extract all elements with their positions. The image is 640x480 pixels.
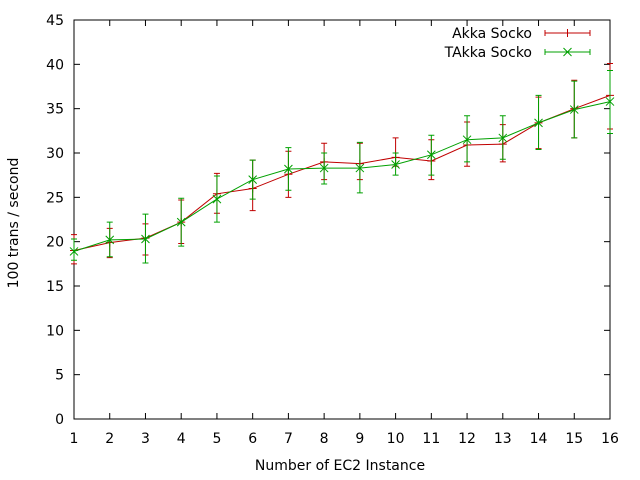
- y-tick-label: 10: [46, 323, 64, 339]
- data-point-takka-socko: [569, 105, 579, 114]
- legend-marker: [563, 47, 572, 57]
- data-point-takka-socko: [534, 118, 543, 128]
- x-tick-label: 15: [565, 431, 583, 447]
- data-point-takka-socko: [355, 163, 365, 173]
- data-point-takka-socko: [605, 97, 615, 106]
- series-layer: [69, 62, 615, 265]
- data-point-takka-socko: [462, 135, 472, 145]
- x-tick-label: 1: [70, 431, 79, 447]
- x-tick-label: 9: [355, 431, 364, 447]
- data-point-takka-socko: [426, 150, 436, 160]
- x-tick-label: 12: [458, 431, 476, 447]
- data-point-takka-socko: [391, 160, 400, 169]
- y-tick-label: 5: [55, 368, 64, 384]
- x-tick-label: 4: [177, 431, 186, 447]
- y-tick-label: 40: [46, 57, 64, 73]
- data-point-takka-socko: [284, 164, 293, 174]
- x-tick-label: 13: [494, 431, 512, 447]
- data-point-takka-socko: [141, 234, 150, 244]
- plot-frame: [73, 19, 611, 420]
- y-axis-title: 100 trans / second: [6, 158, 22, 289]
- y-tick-label: 0: [55, 412, 64, 428]
- data-point-takka-socko: [176, 217, 186, 227]
- y-axis-ticks: 0 5 10 15 20 25 30 35 40 45: [46, 13, 610, 428]
- data-point-takka-socko: [212, 194, 222, 204]
- legend: Akka Socko TAkka Socko: [444, 26, 591, 61]
- series-takka-socko: [69, 70, 615, 264]
- x-tick-label: 2: [105, 431, 114, 447]
- data-point-takka-socko: [498, 133, 508, 143]
- x-tick-label: 16: [601, 431, 619, 447]
- y-tick-label: 15: [46, 279, 64, 295]
- x-tick-label: 10: [387, 431, 405, 447]
- y-tick-label: 20: [46, 235, 64, 251]
- error-bar-takka-socko: [71, 238, 77, 261]
- y-tick-label: 25: [46, 190, 64, 206]
- x-tick-label: 5: [212, 431, 221, 447]
- y-tick-label: 30: [46, 146, 64, 162]
- x-axis-ticks: 1 2 3 4 5 6 7 8 9 10 11 12 13 14 15 16: [70, 20, 619, 447]
- legend-marker: [563, 29, 572, 37]
- series-line-takka-socko: [73, 101, 611, 252]
- error-bar-takka-socko: [464, 115, 471, 163]
- x-tick-label: 8: [320, 431, 329, 447]
- data-point-takka-socko: [248, 175, 258, 184]
- data-point-takka-socko: [105, 235, 115, 245]
- y-tick-label: 45: [46, 13, 64, 29]
- y-tick-label: 35: [46, 102, 64, 118]
- data-point-takka-socko: [319, 163, 329, 173]
- series-akka-socko: [70, 62, 614, 265]
- legend-label: Akka Socko: [452, 26, 532, 42]
- x-tick-label: 14: [530, 431, 548, 447]
- x-tick-label: 7: [284, 431, 293, 447]
- series-line-akka-socko: [73, 94, 611, 251]
- data-point-takka-socko: [69, 247, 79, 256]
- legend-label: TAkka Socko: [444, 45, 532, 61]
- legend-item-akka-socko: Akka Socko: [452, 26, 591, 42]
- x-tick-label: 3: [141, 431, 150, 447]
- x-tick-label: 11: [422, 431, 440, 447]
- x-tick-label: 6: [248, 431, 257, 447]
- x-axis-title: Number of EC2 Instance: [255, 458, 425, 474]
- legend-item-takka-socko: TAkka Socko: [444, 45, 591, 61]
